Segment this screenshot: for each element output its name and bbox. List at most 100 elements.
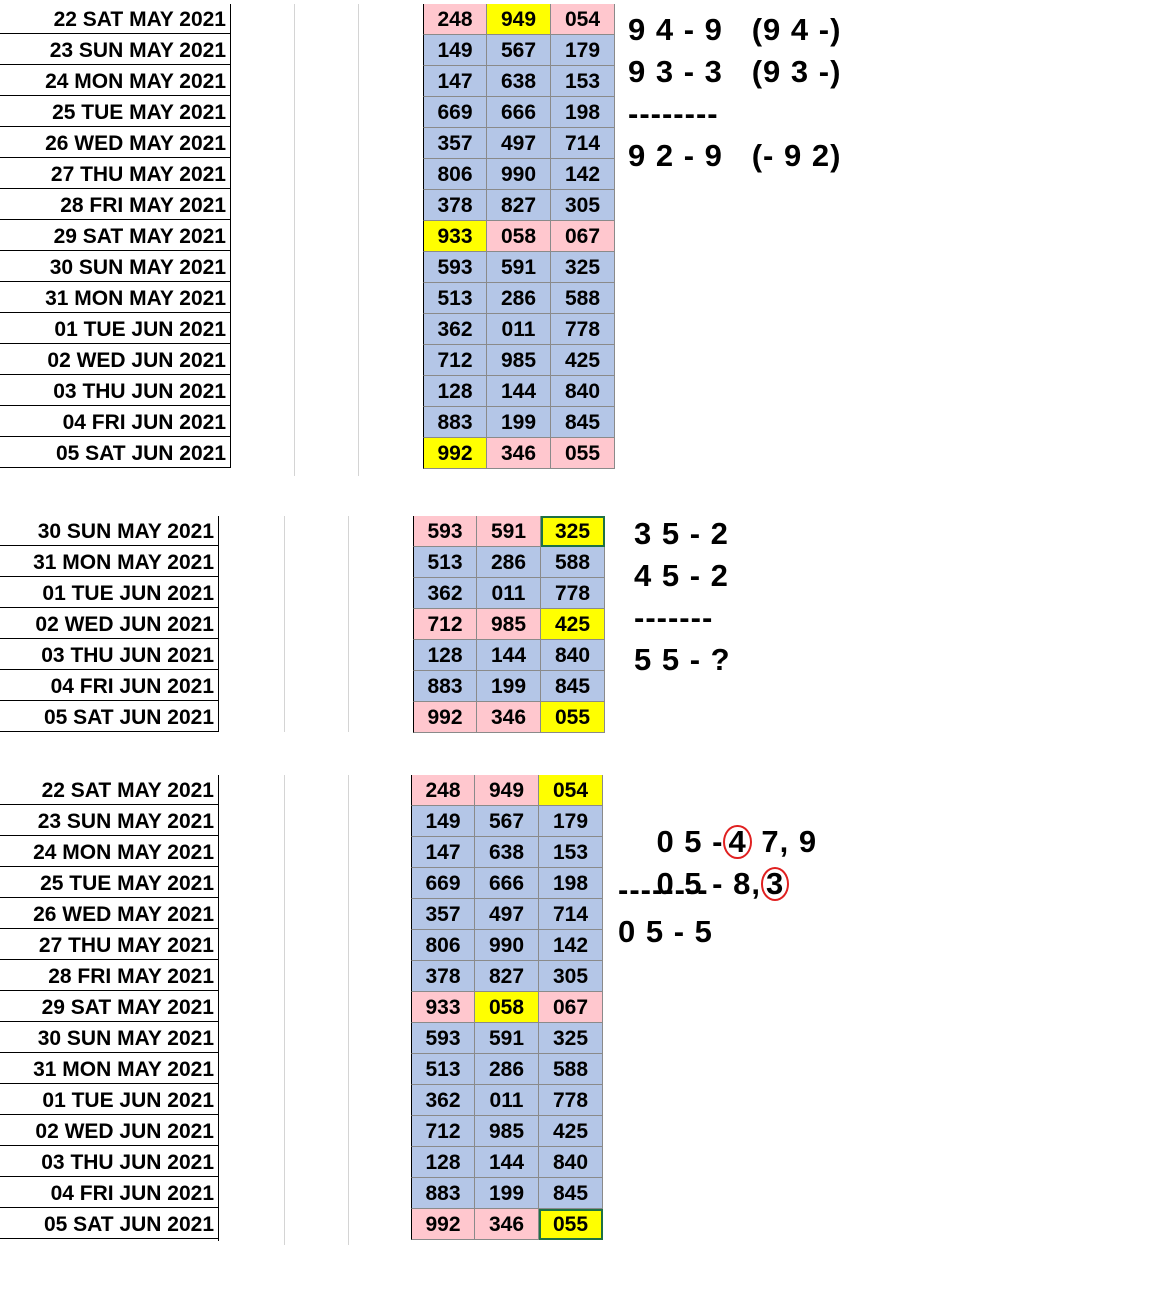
date-cell[interactable]: 26 WED MAY 2021 xyxy=(0,899,218,929)
number-cell[interactable]: 199 xyxy=(477,671,541,702)
date-cell[interactable]: 23 SUN MAY 2021 xyxy=(0,806,218,836)
number-cell[interactable]: 567 xyxy=(487,35,551,66)
date-cell[interactable]: 02 WED JUN 2021 xyxy=(0,609,218,639)
date-cell[interactable]: 22 SAT MAY 2021 xyxy=(0,775,218,805)
number-cell[interactable]: 362 xyxy=(411,1085,475,1116)
date-cell[interactable]: 27 THU MAY 2021 xyxy=(0,930,218,960)
number-cell[interactable]: 588 xyxy=(551,283,615,314)
date-cell[interactable]: 25 TUE MAY 2021 xyxy=(0,868,218,898)
number-cell[interactable]: 011 xyxy=(475,1085,539,1116)
number-cell[interactable]: 845 xyxy=(541,671,605,702)
number-cell[interactable]: 179 xyxy=(551,35,615,66)
date-cell[interactable]: 28 FRI MAY 2021 xyxy=(0,190,230,220)
number-cell[interactable]: 845 xyxy=(539,1178,603,1209)
number-cell[interactable]: 588 xyxy=(541,547,605,578)
number-cell[interactable]: 883 xyxy=(413,671,477,702)
number-cell[interactable]: 806 xyxy=(423,159,487,190)
number-cell[interactable]: 144 xyxy=(477,640,541,671)
number-cell[interactable]: 149 xyxy=(411,806,475,837)
number-cell[interactable]: 147 xyxy=(423,66,487,97)
number-cell[interactable]: 286 xyxy=(475,1054,539,1085)
number-cell[interactable]: 827 xyxy=(487,190,551,221)
number-cell[interactable]: 248 xyxy=(411,775,475,806)
number-cell[interactable]: 712 xyxy=(411,1116,475,1147)
number-cell[interactable]: 011 xyxy=(487,314,551,345)
number-cell[interactable]: 149 xyxy=(423,35,487,66)
date-cell[interactable]: 29 SAT MAY 2021 xyxy=(0,221,230,251)
number-cell[interactable]: 325 xyxy=(541,516,605,547)
number-cell[interactable]: 142 xyxy=(539,930,603,961)
number-cell[interactable]: 425 xyxy=(539,1116,603,1147)
number-cell[interactable]: 198 xyxy=(551,97,615,128)
number-cell[interactable]: 325 xyxy=(539,1023,603,1054)
date-cell[interactable]: 30 SUN MAY 2021 xyxy=(0,516,218,546)
number-cell[interactable]: 346 xyxy=(477,702,541,733)
number-cell[interactable]: 840 xyxy=(539,1147,603,1178)
number-cell[interactable]: 840 xyxy=(551,376,615,407)
number-cell[interactable]: 198 xyxy=(539,868,603,899)
number-cell[interactable]: 593 xyxy=(413,516,477,547)
number-cell[interactable]: 378 xyxy=(423,190,487,221)
number-cell[interactable]: 513 xyxy=(411,1054,475,1085)
number-cell[interactable]: 883 xyxy=(411,1178,475,1209)
date-cell[interactable]: 03 THU JUN 2021 xyxy=(0,376,230,406)
number-cell[interactable]: 497 xyxy=(487,128,551,159)
date-cell[interactable]: 31 MON MAY 2021 xyxy=(0,283,230,313)
date-cell[interactable]: 24 MON MAY 2021 xyxy=(0,66,230,96)
date-cell[interactable]: 25 TUE MAY 2021 xyxy=(0,97,230,127)
date-cell[interactable]: 02 WED JUN 2021 xyxy=(0,1116,218,1146)
date-cell[interactable]: 03 THU JUN 2021 xyxy=(0,640,218,670)
number-cell[interactable]: 058 xyxy=(487,221,551,252)
number-cell[interactable]: 567 xyxy=(475,806,539,837)
number-cell[interactable]: 669 xyxy=(411,868,475,899)
number-cell[interactable]: 778 xyxy=(541,578,605,609)
number-cell[interactable]: 990 xyxy=(487,159,551,190)
date-cell[interactable]: 04 FRI JUN 2021 xyxy=(0,1178,218,1208)
number-cell[interactable]: 591 xyxy=(475,1023,539,1054)
number-cell[interactable]: 712 xyxy=(423,345,487,376)
number-cell[interactable]: 305 xyxy=(539,961,603,992)
date-cell[interactable]: 31 MON MAY 2021 xyxy=(0,1054,218,1084)
number-cell[interactable]: 497 xyxy=(475,899,539,930)
number-cell[interactable]: 142 xyxy=(551,159,615,190)
number-cell[interactable]: 067 xyxy=(539,992,603,1023)
number-cell[interactable]: 362 xyxy=(423,314,487,345)
number-cell[interactable]: 325 xyxy=(551,252,615,283)
number-cell[interactable]: 591 xyxy=(477,516,541,547)
number-cell[interactable]: 179 xyxy=(539,806,603,837)
date-cell[interactable]: 30 SUN MAY 2021 xyxy=(0,252,230,282)
date-cell[interactable]: 26 WED MAY 2021 xyxy=(0,128,230,158)
number-cell[interactable]: 286 xyxy=(477,547,541,578)
date-cell[interactable]: 24 MON MAY 2021 xyxy=(0,837,218,867)
number-cell[interactable]: 305 xyxy=(551,190,615,221)
number-cell[interactable]: 806 xyxy=(411,930,475,961)
number-cell[interactable]: 840 xyxy=(541,640,605,671)
number-cell[interactable]: 593 xyxy=(411,1023,475,1054)
number-cell[interactable]: 147 xyxy=(411,837,475,868)
number-cell[interactable]: 669 xyxy=(423,97,487,128)
number-cell[interactable]: 199 xyxy=(487,407,551,438)
date-cell[interactable]: 30 SUN MAY 2021 xyxy=(0,1023,218,1053)
number-cell[interactable]: 357 xyxy=(411,899,475,930)
number-cell[interactable]: 425 xyxy=(541,609,605,640)
number-cell[interactable]: 985 xyxy=(475,1116,539,1147)
date-cell[interactable]: 05 SAT JUN 2021 xyxy=(0,1209,218,1239)
number-cell[interactable]: 144 xyxy=(475,1147,539,1178)
number-cell[interactable]: 591 xyxy=(487,252,551,283)
number-cell[interactable]: 992 xyxy=(413,702,477,733)
date-cell[interactable]: 29 SAT MAY 2021 xyxy=(0,992,218,1022)
number-cell[interactable]: 144 xyxy=(487,376,551,407)
number-cell[interactable]: 055 xyxy=(551,438,615,469)
number-cell[interactable]: 199 xyxy=(475,1178,539,1209)
number-cell[interactable]: 362 xyxy=(413,578,477,609)
date-cell[interactable]: 27 THU MAY 2021 xyxy=(0,159,230,189)
number-cell[interactable]: 067 xyxy=(551,221,615,252)
number-cell[interactable]: 513 xyxy=(423,283,487,314)
number-cell[interactable]: 638 xyxy=(487,66,551,97)
number-cell[interactable]: 666 xyxy=(487,97,551,128)
number-cell[interactable]: 054 xyxy=(539,775,603,806)
number-cell[interactable]: 593 xyxy=(423,252,487,283)
number-cell[interactable]: 286 xyxy=(487,283,551,314)
number-cell[interactable]: 992 xyxy=(411,1209,475,1240)
date-cell[interactable]: 05 SAT JUN 2021 xyxy=(0,702,218,732)
